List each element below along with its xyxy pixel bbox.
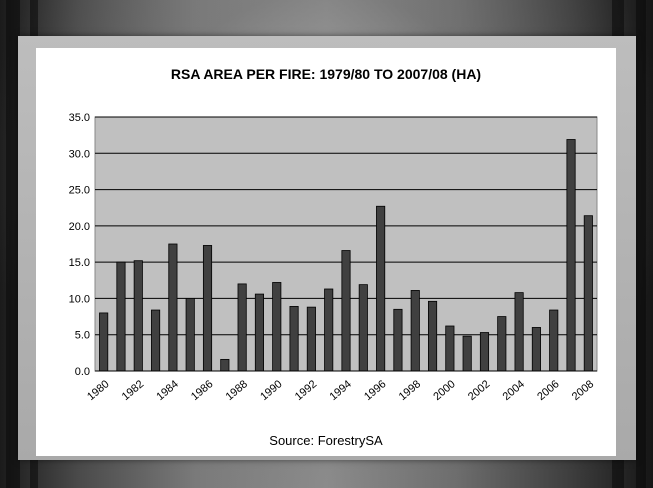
bar-1983 [151, 309, 161, 372]
x-tick-label: 2004 [501, 378, 527, 403]
y-tick-label: 35.0 [69, 112, 90, 124]
bar-1997 [393, 308, 403, 372]
x-tick-label: 1992 [293, 378, 319, 403]
x-tick-label: 1980 [85, 378, 111, 403]
bar-1990 [272, 282, 282, 372]
source-caption: Source: ForestrySA [269, 433, 383, 448]
bar-1992 [306, 306, 316, 372]
bar-2005 [531, 327, 541, 372]
bar-2003 [497, 316, 507, 372]
bar-1995 [358, 284, 368, 372]
x-tick-label: 2000 [431, 378, 457, 403]
bar-1981 [116, 261, 126, 372]
bar-2008 [583, 215, 593, 372]
bar-chart: 0.0 5.0 10.0 15.0 20.0 25.0 30.0 35.0 1980 1982 1… [69, 112, 598, 403]
bar-1999 [427, 300, 438, 372]
bar-1991 [289, 306, 299, 372]
bar-1984 [168, 243, 178, 372]
x-tick-label: 2002 [466, 378, 492, 403]
y-tick-label: 5.0 [75, 330, 90, 342]
y-tick-label: 30.0 [69, 148, 90, 160]
y-tick-label: 20.0 [69, 221, 90, 233]
bar-1986 [202, 245, 213, 372]
x-tick-label: 1994 [327, 378, 353, 403]
y-tick-label: 15.0 [69, 257, 90, 269]
bar-1988 [237, 283, 247, 372]
bar-1985 [185, 298, 195, 372]
chart-title: RSA AREA PER FIRE: 1979/80 TO 2007/08 (H… [170, 66, 482, 82]
bar-1982 [133, 260, 143, 372]
x-tick-label: 1986 [189, 378, 215, 403]
x-tick-label: 1988 [224, 378, 250, 403]
bar-2006 [549, 309, 559, 372]
x-tick-label: 1998 [397, 378, 423, 403]
chart-panel: RSA AREA PER FIRE: 1979/80 TO 2007/08 (H… [36, 48, 616, 456]
bar-1993 [324, 288, 334, 372]
x-tick-label: 2008 [570, 378, 596, 403]
y-tick-label: 0.0 [75, 366, 90, 378]
bar-1980 [99, 312, 109, 372]
bar-1994 [341, 250, 351, 372]
bar-1996 [376, 205, 386, 372]
y-tick-label: 10.0 [69, 293, 90, 305]
bar-1989 [254, 293, 265, 372]
y-tick-label: 25.0 [69, 185, 90, 197]
x-tick-label: 1982 [120, 378, 146, 403]
x-tick-label: 1996 [362, 378, 388, 403]
bar-1987 [220, 358, 230, 372]
bar-2007 [566, 139, 576, 372]
x-tick-label: 1984 [154, 378, 180, 403]
bar-2002 [479, 332, 490, 372]
bar-2001 [462, 335, 472, 372]
x-tick-label: 1990 [258, 378, 284, 403]
bar-2000 [445, 325, 455, 372]
bar-2004 [514, 292, 524, 372]
bar-1998 [410, 290, 420, 372]
x-tick-label: 2006 [535, 378, 561, 403]
